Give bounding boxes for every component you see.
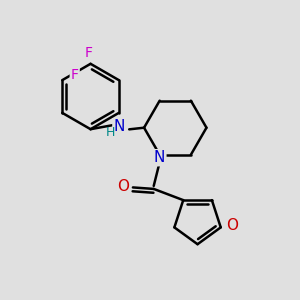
Text: F: F bbox=[71, 68, 79, 82]
Text: O: O bbox=[117, 179, 129, 194]
Text: N: N bbox=[113, 119, 124, 134]
Text: H: H bbox=[106, 126, 116, 139]
Text: F: F bbox=[85, 46, 93, 59]
Text: O: O bbox=[226, 218, 238, 233]
Text: N: N bbox=[154, 150, 165, 165]
